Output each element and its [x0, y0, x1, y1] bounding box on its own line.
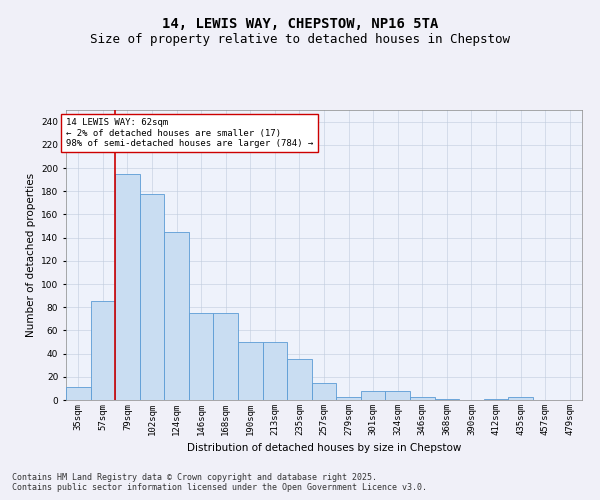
- Bar: [164, 232, 189, 400]
- Bar: [434, 399, 459, 400]
- Bar: [410, 396, 434, 400]
- Bar: [312, 382, 336, 400]
- Bar: [115, 174, 140, 400]
- Bar: [91, 302, 115, 400]
- Bar: [66, 387, 91, 400]
- Text: 14, LEWIS WAY, CHEPSTOW, NP16 5TA: 14, LEWIS WAY, CHEPSTOW, NP16 5TA: [162, 18, 438, 32]
- Y-axis label: Number of detached properties: Number of detached properties: [26, 173, 35, 337]
- Bar: [140, 194, 164, 400]
- Text: Contains HM Land Registry data © Crown copyright and database right 2025.
Contai: Contains HM Land Registry data © Crown c…: [12, 473, 427, 492]
- Bar: [238, 342, 263, 400]
- Bar: [287, 360, 312, 400]
- Bar: [214, 313, 238, 400]
- Text: 14 LEWIS WAY: 62sqm
← 2% of detached houses are smaller (17)
98% of semi-detache: 14 LEWIS WAY: 62sqm ← 2% of detached hou…: [66, 118, 313, 148]
- Bar: [189, 313, 214, 400]
- Bar: [263, 342, 287, 400]
- Bar: [361, 390, 385, 400]
- Bar: [508, 396, 533, 400]
- Text: Size of property relative to detached houses in Chepstow: Size of property relative to detached ho…: [90, 32, 510, 46]
- X-axis label: Distribution of detached houses by size in Chepstow: Distribution of detached houses by size …: [187, 444, 461, 454]
- Bar: [336, 396, 361, 400]
- Bar: [484, 399, 508, 400]
- Bar: [385, 390, 410, 400]
